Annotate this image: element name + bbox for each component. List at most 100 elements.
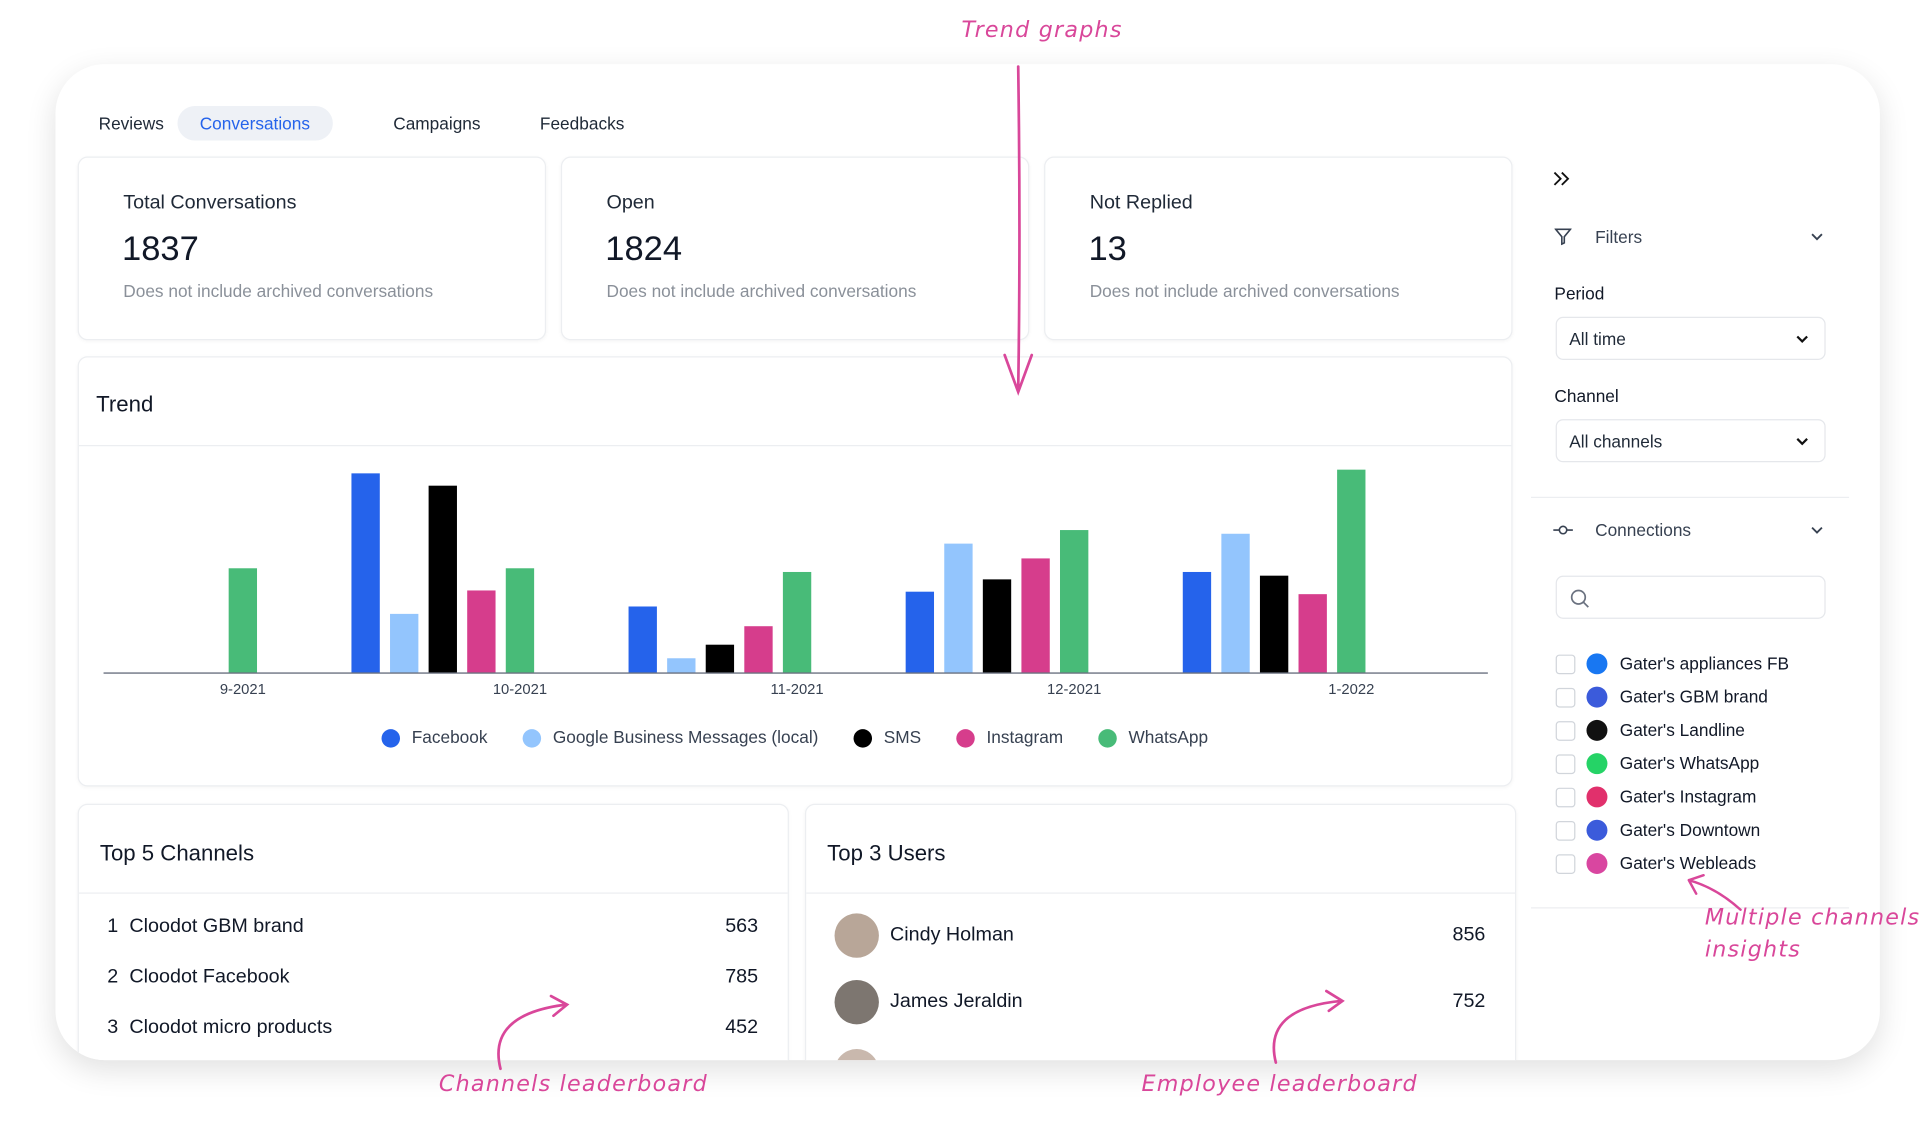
checkbox[interactable] (1555, 820, 1576, 841)
channel-icon (1586, 686, 1608, 708)
connection-name[interactable]: Gater's Instagram (1619, 786, 1757, 807)
x-tick-label: 9-2021 (220, 682, 266, 698)
divider (78, 445, 1512, 447)
stat-note: Does not include archived conversations (123, 281, 434, 301)
bar (1298, 594, 1327, 674)
checkbox[interactable] (1555, 787, 1576, 808)
bar (744, 626, 773, 674)
checkbox[interactable] (1555, 654, 1576, 675)
stat-card: Total Conversations 1837 Does not include … (77, 156, 547, 341)
stat-note: Does not include archived conversations (1089, 281, 1400, 301)
search-box[interactable] (1555, 575, 1826, 619)
channel-icon (1586, 819, 1608, 841)
connection-name[interactable]: Gater's WhatsApp (1619, 753, 1760, 773)
stat-note: Does not include archived conversations (606, 281, 917, 301)
channel-icon (1586, 853, 1608, 874)
bar (944, 543, 973, 674)
filter-icon (1554, 228, 1572, 246)
bar (1059, 530, 1089, 674)
channel-name: Cloodot micro products (129, 1016, 333, 1038)
bar (982, 579, 1012, 674)
connection-name[interactable]: Gater's Landline (1619, 719, 1745, 740)
bar (905, 591, 935, 674)
annotation: Trend graphs (961, 17, 1123, 44)
channel-count: 452 (725, 1016, 759, 1038)
chevron (1796, 335, 1808, 344)
search-icon (1570, 589, 1589, 608)
bar (705, 644, 735, 674)
stat-card: Not Replied 13 Does not include archived c… (1044, 156, 1513, 341)
checkbox[interactable] (1555, 754, 1576, 775)
period-label: Period (1554, 283, 1605, 304)
connections-heading[interactable]: Connections (1595, 520, 1692, 540)
legend-swatch (1098, 729, 1117, 748)
legend-swatch (956, 729, 975, 748)
connections-icon (1553, 525, 1573, 535)
connection-name[interactable]: Gater's appliances FB (1619, 653, 1790, 674)
bar (628, 606, 657, 674)
bar (505, 568, 535, 674)
legend-swatch (381, 729, 401, 748)
connection-name[interactable]: Gater's GBM brand (1619, 686, 1768, 707)
tab[interactable]: Campaigns (393, 113, 481, 134)
trend-card: Trend 9-2021 10-2021 11-2021 12-2021 1-2022 F… (77, 356, 1513, 787)
annotation: Channels leaderboard (438, 1071, 708, 1098)
bar (1337, 469, 1366, 674)
filters-heading[interactable]: Filters (1595, 226, 1643, 247)
channel-icon (1586, 719, 1608, 741)
checkbox[interactable] (1555, 687, 1576, 708)
tab[interactable]: Feedbacks (539, 113, 625, 134)
legend-label: WhatsApp (1129, 727, 1209, 747)
trend-chart: 9-2021 10-2021 11-2021 12-2021 1-2022 Faceboo… (103, 469, 1488, 748)
x-tick-label: 12-2021 (1047, 682, 1101, 698)
channel-count: 563 (725, 915, 759, 937)
x-tick-label: 11-2021 (770, 682, 823, 698)
select-value: All time (1569, 329, 1626, 349)
dashboard: Reviews Conversations Campaigns Feedbacks T… (55, 64, 1880, 1061)
annotation: insights (1704, 936, 1802, 963)
top-channels-card: Top 5 Channels 1 Cloodot GBM brand 563 2 Clo… (77, 803, 789, 1061)
bar (1259, 575, 1289, 674)
bar (228, 568, 258, 674)
channel-name: Cloodot GBM brand (129, 915, 304, 937)
checkbox[interactable] (1555, 854, 1576, 874)
avatar (834, 913, 879, 958)
stat-value: 1837 (122, 229, 199, 268)
collapse-icon[interactable] (1552, 170, 1572, 187)
select-value: All channels (1569, 431, 1663, 452)
connection-name[interactable]: Gater's Webleads (1619, 853, 1757, 873)
divider (1531, 496, 1850, 499)
channel-name: Cloodot Facebook (129, 966, 290, 988)
trend-title: Trend (96, 391, 154, 417)
divider (1531, 907, 1850, 909)
chevron[interactable] (1810, 524, 1825, 536)
bar (1182, 571, 1212, 674)
bar (351, 473, 380, 674)
period-select[interactable]: All time (1555, 316, 1826, 360)
legend-label: Instagram (986, 727, 1063, 747)
channel-count: 785 (725, 966, 759, 988)
bar (467, 590, 496, 674)
tab[interactable]: Reviews (98, 113, 164, 134)
x-tick-label: 10-2021 (493, 682, 547, 698)
bar (390, 613, 419, 674)
stat-label: Not Replied (1089, 192, 1193, 214)
checkbox[interactable] (1555, 721, 1576, 741)
stat-label: Open (606, 192, 655, 214)
bar (1021, 558, 1050, 674)
legend-label: Google Business Messages (local) (553, 727, 819, 747)
legend-label: SMS (884, 727, 921, 747)
tab[interactable]: Conversations (177, 106, 333, 141)
chevron[interactable] (1810, 231, 1825, 243)
legend-swatch (522, 729, 542, 748)
channel-select[interactable]: All channels (1555, 419, 1826, 463)
user-name: Cindy Holman (890, 924, 1014, 946)
annotation-arrow (1272, 989, 1345, 1064)
user-count: 856 (1452, 924, 1486, 946)
connection-name[interactable]: Gater's Downtown (1619, 819, 1761, 840)
rank: 3 (107, 1016, 119, 1038)
card-title: Top 3 Users (827, 840, 946, 866)
card-title: Top 5 Channels (99, 840, 255, 866)
